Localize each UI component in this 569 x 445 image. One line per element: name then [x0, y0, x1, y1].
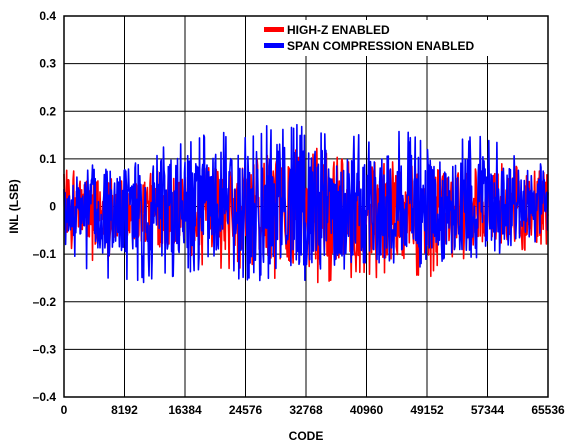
y-tick-label: –0.3	[33, 342, 57, 356]
x-tick-label: 0	[61, 403, 68, 417]
x-axis-title: CODE	[289, 429, 324, 443]
legend-box	[256, 20, 546, 56]
series-line-1	[63, 123, 549, 284]
y-axis-title: INL (LSB)	[7, 179, 21, 233]
y-tick-label: 0.2	[39, 104, 56, 118]
legend-label-span-compression: SPAN COMPRESSION ENABLED	[287, 39, 474, 53]
x-tick-label: 49152	[410, 403, 444, 417]
legend-label-high-z: HIGH-Z ENABLED	[287, 23, 390, 37]
plot-frame	[63, 15, 549, 398]
y-tick-label: 0.1	[39, 152, 56, 166]
legend-background	[256, 20, 546, 56]
x-tick-label: 32768	[289, 403, 323, 417]
x-tick-label: 16384	[168, 403, 202, 417]
series-layer	[63, 123, 549, 284]
legend: HIGH-Z ENABLED SPAN COMPRESSION ENABLED	[264, 23, 474, 53]
x-tick-labels: 0 8192 16384 24576 32768 40960 49152 57344 65536	[61, 403, 565, 417]
legend-swatch-high-z	[264, 27, 284, 32]
y-tick-label: –0.1	[33, 247, 57, 261]
x-tick-label: 8192	[111, 403, 138, 417]
y-tick-label: 0.3	[39, 57, 56, 71]
x-tick-label: 57344	[471, 403, 505, 417]
x-tick-label: 40960	[350, 403, 384, 417]
y-tick-label: 0	[49, 200, 56, 214]
legend-swatch-span-compression	[264, 43, 284, 48]
y-tick-label: –0.4	[33, 390, 57, 404]
y-tick-label: –0.2	[33, 295, 57, 309]
x-tick-label: 24576	[229, 403, 263, 417]
y-tick-label: 0.4	[39, 9, 56, 23]
x-tick-label: 65536	[531, 403, 565, 417]
y-tick-labels: 0.4 0.3 0.2 0.1 0 –0.1 –0.2 –0.3 –0.4	[33, 9, 57, 404]
